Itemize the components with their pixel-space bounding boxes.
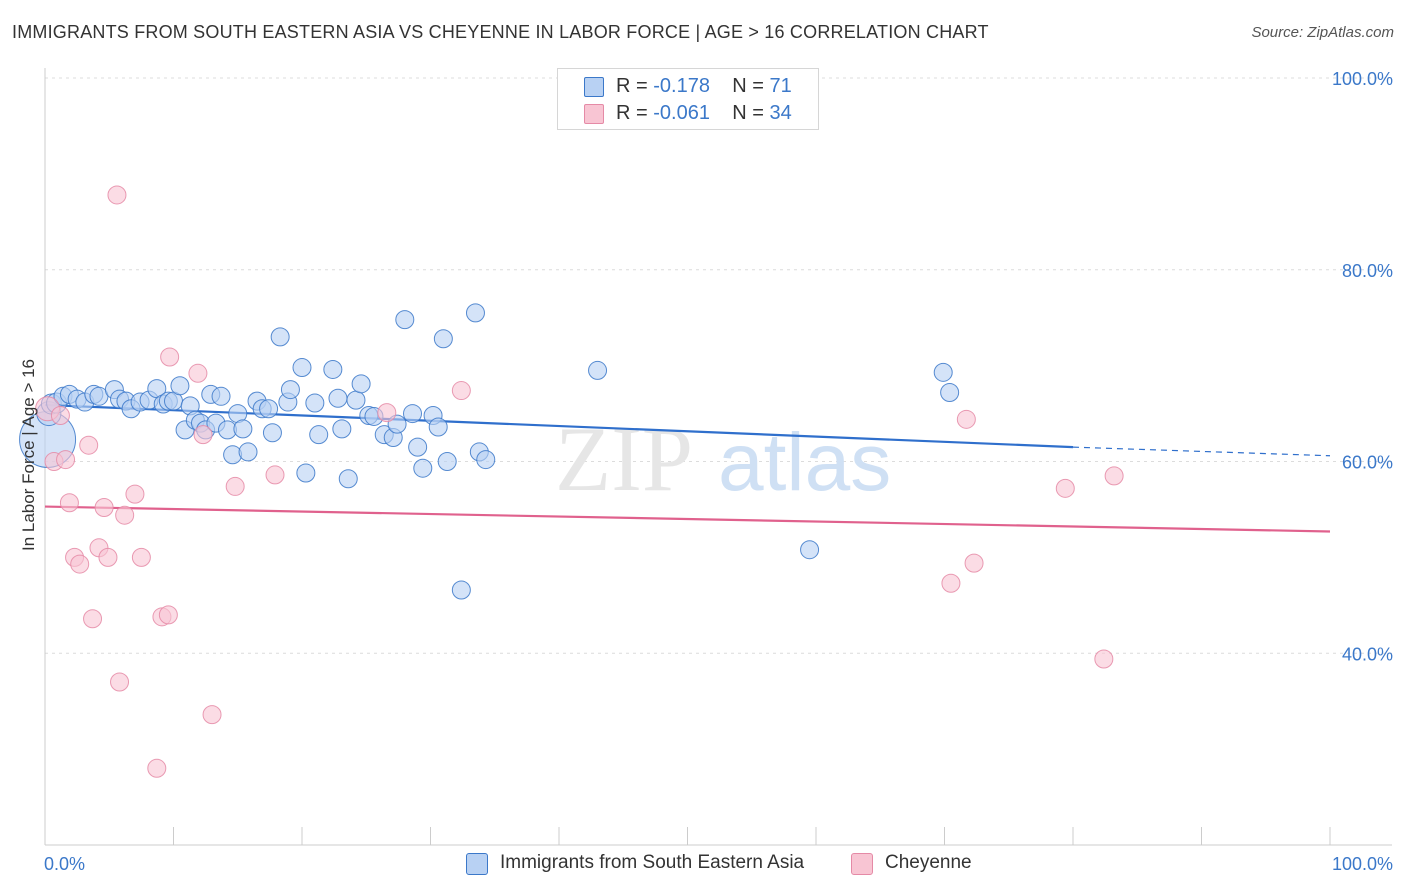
point-pink [1055, 478, 1075, 498]
point-pink [193, 425, 213, 445]
point-pink [50, 405, 70, 425]
point-blue [800, 540, 820, 560]
y-tick-label: 40.0% [1342, 644, 1393, 664]
data-points [19, 185, 1124, 778]
point-blue [270, 327, 290, 347]
point-blue [451, 580, 471, 600]
point-pink [202, 705, 222, 725]
legend-n-value: 34 [769, 102, 792, 124]
point-blue [305, 393, 325, 413]
point-blue [346, 390, 366, 410]
x-tick-label-max: 100.0% [1332, 854, 1393, 874]
legend-r-label: R = [616, 102, 648, 124]
point-pink [964, 553, 984, 573]
point-blue [413, 458, 433, 478]
point-pink [265, 465, 285, 485]
point-pink [107, 185, 127, 205]
point-blue [238, 442, 258, 462]
point-blue [933, 362, 953, 382]
point-pink [160, 347, 180, 367]
point-blue [395, 310, 415, 330]
y-tick-label: 100.0% [1332, 69, 1393, 89]
point-blue [292, 358, 312, 378]
point-pink [188, 363, 208, 383]
point-blue [403, 404, 423, 424]
point-pink [131, 547, 151, 567]
point-blue [476, 450, 496, 470]
point-pink [125, 484, 145, 504]
point-blue [588, 360, 608, 380]
watermark-zip: ZIP [555, 408, 693, 510]
chart-source: Source: ZipAtlas.com [1251, 24, 1394, 41]
point-blue [309, 425, 329, 445]
legend-r-label: R = [616, 75, 648, 97]
point-blue [323, 359, 343, 379]
y-tick-label: 80.0% [1342, 261, 1393, 281]
point-blue [338, 469, 358, 489]
point-blue [408, 437, 428, 457]
legend-r-value: -0.061 [653, 102, 710, 124]
point-blue [280, 380, 300, 400]
point-blue [332, 419, 352, 439]
point-blue [296, 463, 316, 483]
point-blue [428, 417, 448, 437]
point-pink [83, 609, 103, 629]
point-pink [98, 547, 118, 567]
point-pink [1094, 649, 1114, 669]
legend-swatch-blue [584, 77, 604, 97]
series-swatch-pink [851, 853, 873, 875]
point-blue [223, 445, 243, 465]
point-pink [115, 505, 135, 525]
point-pink [956, 409, 976, 429]
point-pink [59, 493, 79, 513]
point-pink [1104, 466, 1124, 486]
point-blue [328, 388, 348, 408]
series-label-blue: Immigrants from South Eastern Asia [500, 852, 805, 873]
point-pink [451, 381, 471, 401]
tick-labels: 40.0% 60.0% 80.0% 100.0% 0.0% 100.0% In Labor … [19, 69, 1393, 874]
point-pink [225, 476, 245, 496]
point-pink [79, 435, 99, 455]
legend-swatch-pink [584, 104, 604, 124]
point-blue [233, 419, 253, 439]
point-pink [56, 450, 76, 470]
trend-line-blue [44, 403, 1074, 449]
y-tick-label: 60.0% [1342, 453, 1393, 473]
watermark-atlas: atlas [718, 417, 891, 508]
correlation-legend: R = -0.178 N = 71 R = -0.061 N = 34 [557, 68, 819, 130]
chart-title: IMMIGRANTS FROM SOUTH EASTERN ASIA VS CH… [12, 22, 989, 42]
watermark: ZIP atlas [555, 408, 891, 510]
point-blue [437, 452, 457, 471]
trend-line-pink [44, 505, 1331, 533]
point-blue [211, 386, 231, 406]
trend-lines [44, 403, 1331, 533]
point-blue [262, 423, 282, 443]
trend-line-blue-extension [1072, 446, 1331, 457]
point-pink [94, 498, 114, 518]
point-blue [259, 399, 279, 419]
legend-n-label: N = [732, 102, 764, 124]
grid-lines [45, 77, 1392, 654]
point-pink [147, 758, 167, 778]
legend-r-value: -0.178 [653, 75, 710, 97]
series-swatch-blue [466, 853, 488, 875]
point-blue [433, 329, 453, 349]
legend-n-label: N = [732, 75, 764, 97]
point-pink [941, 573, 961, 593]
legend-n-value: 71 [769, 75, 792, 97]
point-pink [110, 672, 130, 692]
y-axis-title: In Labor Force | Age > 16 [19, 359, 38, 551]
series-label-pink: Cheyenne [885, 852, 972, 873]
point-blue [170, 376, 190, 396]
point-blue [465, 303, 485, 323]
point-blue [940, 382, 960, 402]
point-pink [158, 605, 178, 625]
point-blue [351, 374, 371, 394]
point-pink [377, 403, 397, 423]
x-tick-label-min: 0.0% [44, 854, 85, 874]
point-pink [70, 554, 90, 574]
